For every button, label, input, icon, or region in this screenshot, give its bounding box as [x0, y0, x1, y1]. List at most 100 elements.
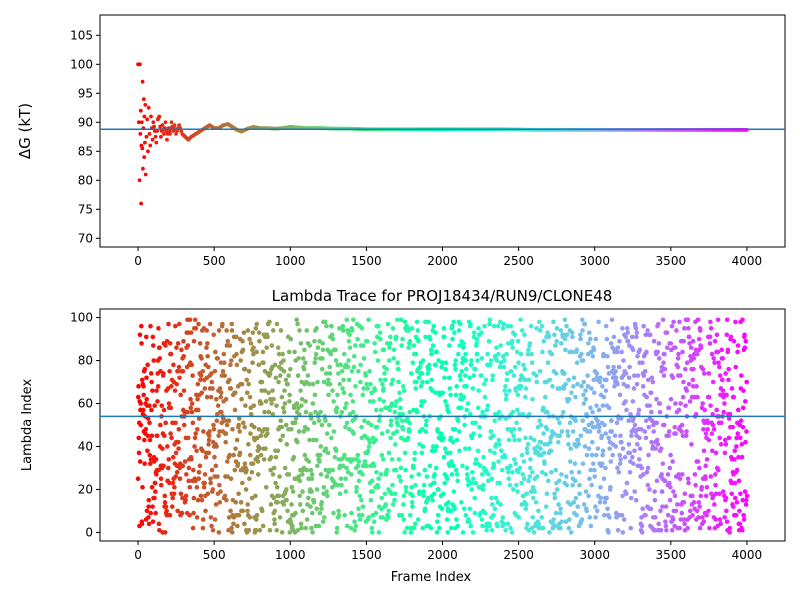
lambda-point: [625, 384, 631, 389]
lambda-point: [162, 493, 168, 499]
lambda-point: [461, 506, 467, 512]
lambda-point: [227, 343, 233, 348]
lambda-point: [226, 418, 232, 424]
lambda-point: [459, 500, 464, 505]
lambda-point: [451, 463, 456, 469]
lambda-point: [436, 487, 441, 492]
lambda-point: [206, 437, 212, 443]
lambda-point: [717, 435, 723, 441]
lambda-point: [560, 409, 566, 415]
lambda-point: [510, 469, 515, 475]
lambda-point: [619, 439, 624, 445]
lambda-point: [490, 377, 495, 383]
lambda-point: [186, 465, 192, 471]
lambda-point: [455, 418, 461, 424]
lambda-point: [402, 319, 408, 325]
lambda-point: [489, 502, 495, 507]
lambda-point: [668, 452, 673, 458]
lambda-point: [327, 371, 333, 376]
lambda-point: [658, 446, 664, 451]
lambda-point: [434, 530, 440, 535]
lambda-point: [173, 420, 178, 426]
lambda-point: [267, 319, 272, 325]
lambda-point: [282, 388, 287, 393]
lambda-point: [139, 341, 144, 346]
lambda-point: [743, 497, 749, 503]
lambda-point: [288, 366, 293, 372]
lambda-point: [190, 420, 196, 426]
lambda-point: [170, 480, 176, 486]
dg-point: [137, 62, 142, 67]
lambda-point: [498, 502, 503, 507]
lambda-point: [150, 334, 156, 340]
lambda-point: [195, 381, 201, 387]
lambda-point: [207, 321, 213, 327]
lambda-point: [572, 478, 578, 484]
lambda-point: [242, 461, 248, 466]
lambda-point: [187, 512, 192, 518]
lambda-point: [516, 360, 521, 366]
lambda-point: [174, 345, 179, 350]
lambda-point: [436, 358, 441, 363]
lambda-point: [356, 478, 362, 484]
lambda-point: [217, 482, 222, 488]
lambda-point: [288, 426, 294, 432]
lambda-point: [601, 351, 606, 357]
lambda-point: [358, 362, 363, 368]
lambda-point: [461, 341, 466, 346]
lambda-point: [334, 405, 340, 411]
lambda-point: [734, 500, 740, 505]
lambda-point: [735, 349, 740, 355]
lambda-point: [464, 465, 470, 471]
lambda-point: [684, 360, 690, 366]
lambda-point: [277, 474, 282, 479]
lambda-point: [408, 525, 414, 531]
lambda-point: [353, 523, 358, 529]
lambda-point: [743, 502, 749, 507]
lambda-point: [326, 392, 331, 398]
lambda-point: [628, 495, 634, 501]
lambda-point: [524, 491, 530, 497]
lambda-point: [702, 371, 707, 376]
lambda-point: [148, 510, 154, 516]
lambda-point: [197, 463, 203, 469]
lambda-point: [149, 379, 154, 385]
lambda-point: [546, 334, 552, 340]
lambda-point: [496, 409, 502, 415]
lambda-point: [503, 384, 508, 389]
lambda-point: [442, 480, 448, 486]
lambda-point: [651, 338, 657, 344]
lambda-point: [415, 517, 421, 522]
lambda-point: [430, 444, 436, 449]
lambda-point: [372, 341, 377, 346]
lambda-point: [690, 493, 695, 499]
lambda-point: [430, 388, 435, 393]
lambda-point: [637, 435, 642, 441]
lambda-point: [625, 330, 630, 335]
lambda-point: [682, 326, 687, 331]
lambda-point: [445, 530, 451, 535]
lambda-point: [388, 422, 394, 428]
lambda-point: [153, 489, 158, 494]
lambda-point: [432, 448, 438, 454]
lambda-point: [334, 409, 339, 415]
lambda-point: [138, 422, 144, 428]
lambda-point: [724, 317, 730, 323]
lambda-point: [562, 371, 567, 376]
lambda-point: [150, 343, 156, 348]
lambda-point: [236, 491, 241, 497]
lambda-point: [238, 500, 244, 505]
lambda-point: [326, 467, 332, 473]
lambda-point: [425, 495, 431, 501]
lambda-point: [256, 426, 262, 432]
lambda-point: [585, 384, 591, 389]
dg-point: [154, 140, 159, 145]
lambda-point: [501, 521, 507, 527]
lambda-point: [674, 328, 679, 333]
dg-point: [165, 137, 169, 142]
lambda-point: [513, 461, 519, 466]
lambda-point: [281, 368, 287, 374]
lambda-point: [631, 461, 636, 466]
lambda-point: [270, 472, 276, 477]
lambda-point: [386, 508, 392, 514]
